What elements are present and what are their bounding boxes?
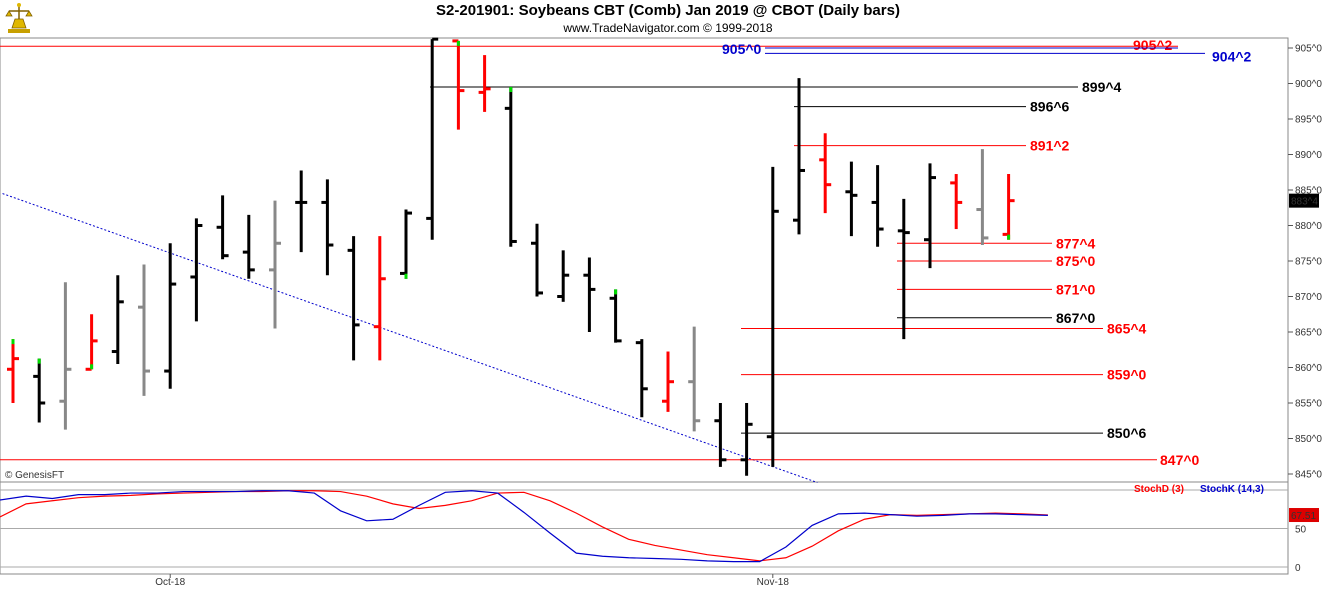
y-tick-label: 865^0 xyxy=(1295,328,1322,339)
price-bar xyxy=(85,314,98,371)
price-bar xyxy=(766,166,779,467)
price-bar xyxy=(164,243,177,389)
stoch-tick-label: 50 xyxy=(1295,525,1307,536)
trendline-segment xyxy=(2,193,818,483)
level-label: 905^0 xyxy=(722,41,762,57)
date-axis: Oct-18 Nov-18 xyxy=(155,574,789,588)
level-label: 877^4 xyxy=(1056,235,1096,251)
price-bar xyxy=(373,236,386,361)
price-bar xyxy=(478,55,491,112)
price-bar xyxy=(897,198,910,340)
last-price-label: 883^4 xyxy=(1291,197,1318,208)
price-bar xyxy=(269,200,281,329)
y-tick-label: 845^0 xyxy=(1295,470,1322,481)
price-bar xyxy=(504,87,517,247)
gold-trophy-icon xyxy=(5,3,33,33)
y-tick-label: 880^0 xyxy=(1295,221,1322,232)
price-bar xyxy=(531,223,543,297)
y-tick-label: 885^0 xyxy=(1295,186,1322,197)
y-tick-label: 860^0 xyxy=(1295,363,1322,374)
level-lines: 905^2 905^0 904^2 899^4 896^6 891^2 877^4 875^0… xyxy=(0,37,1252,468)
level-label: 904^2 xyxy=(1212,48,1252,64)
price-bar xyxy=(845,161,858,237)
y-tick-label: 900^0 xyxy=(1295,79,1322,90)
price-bar xyxy=(452,39,465,130)
stoch-tick-label: 0 xyxy=(1295,563,1301,574)
price-bar xyxy=(557,250,570,302)
price-bar xyxy=(59,282,72,430)
stoch-last-value-label: 67.51 xyxy=(1291,511,1316,522)
price-bar xyxy=(295,170,308,253)
price-bar xyxy=(924,163,936,269)
price-bar xyxy=(609,289,622,343)
level-label: 871^0 xyxy=(1056,281,1096,297)
level-label: 867^0 xyxy=(1056,310,1096,326)
price-bar xyxy=(662,351,674,412)
level-label: 859^0 xyxy=(1107,367,1147,383)
price-bar xyxy=(111,275,124,364)
level-label: 850^6 xyxy=(1107,425,1147,441)
stoch-legend-d: StochD (3) xyxy=(1134,484,1184,495)
price-bar xyxy=(583,257,596,332)
level-label: 905^2 xyxy=(1133,37,1173,53)
price-bar xyxy=(7,339,19,403)
y-tick-label: 905^0 xyxy=(1295,44,1322,55)
x-tick-label: Nov-18 xyxy=(757,577,790,588)
level-label: 847^0 xyxy=(1160,452,1200,468)
price-bar xyxy=(976,149,989,246)
price-bar xyxy=(321,179,334,276)
price-bar xyxy=(740,403,753,476)
price-bar xyxy=(216,195,229,260)
price-bar xyxy=(871,165,884,247)
level-label: 899^4 xyxy=(1082,79,1122,95)
y-tick-label: 875^0 xyxy=(1295,257,1322,268)
stoch-series-line xyxy=(0,490,1048,563)
price-axis: 845^0 850^0 855^0 860^0 865^0 870^0 875^0 880^0… xyxy=(1287,38,1322,574)
y-tick-label: 895^0 xyxy=(1295,115,1322,126)
stoch-last-value-box xyxy=(1289,508,1319,523)
y-tick-label: 870^0 xyxy=(1295,292,1322,303)
level-label: 896^6 xyxy=(1030,99,1070,115)
price-bar xyxy=(635,339,648,418)
stochastic-panel: 0 50 67.51 StochD (3) StochK (14,3) xyxy=(0,484,1319,574)
price-bar xyxy=(819,133,832,214)
trendline xyxy=(2,193,818,483)
y-tick-label: 855^0 xyxy=(1295,399,1322,410)
price-bars xyxy=(7,37,1015,476)
stoch-series-line xyxy=(0,490,1048,562)
price-bar xyxy=(138,264,150,396)
stoch-legend-k: StochK (14,3) xyxy=(1200,484,1264,495)
chart-subtitle: www.TradeNavigator.com © 1999-2018 xyxy=(563,21,773,35)
price-bar xyxy=(714,403,727,467)
y-tick-label: 850^0 xyxy=(1295,434,1322,445)
price-bar xyxy=(793,78,805,235)
price-bar xyxy=(190,218,203,322)
y-tick-label: 890^0 xyxy=(1295,150,1322,161)
price-bar xyxy=(242,214,255,279)
chart-title: S2-201901: Soybeans CBT (Comb) Jan 2019 … xyxy=(436,2,900,19)
price-bar xyxy=(1002,174,1015,240)
x-tick-label: Oct-18 xyxy=(155,577,185,588)
last-price-box xyxy=(1289,193,1319,208)
price-bar xyxy=(426,37,439,240)
level-label: 891^2 xyxy=(1030,138,1070,154)
price-bar xyxy=(33,358,46,423)
price-bar xyxy=(688,326,701,432)
price-bar xyxy=(400,209,412,279)
price-bar xyxy=(950,174,963,230)
price-bar xyxy=(347,236,360,361)
level-label: 865^4 xyxy=(1107,320,1147,336)
copyright-label: © GenesisFT xyxy=(5,470,64,481)
level-label: 875^0 xyxy=(1056,253,1096,269)
